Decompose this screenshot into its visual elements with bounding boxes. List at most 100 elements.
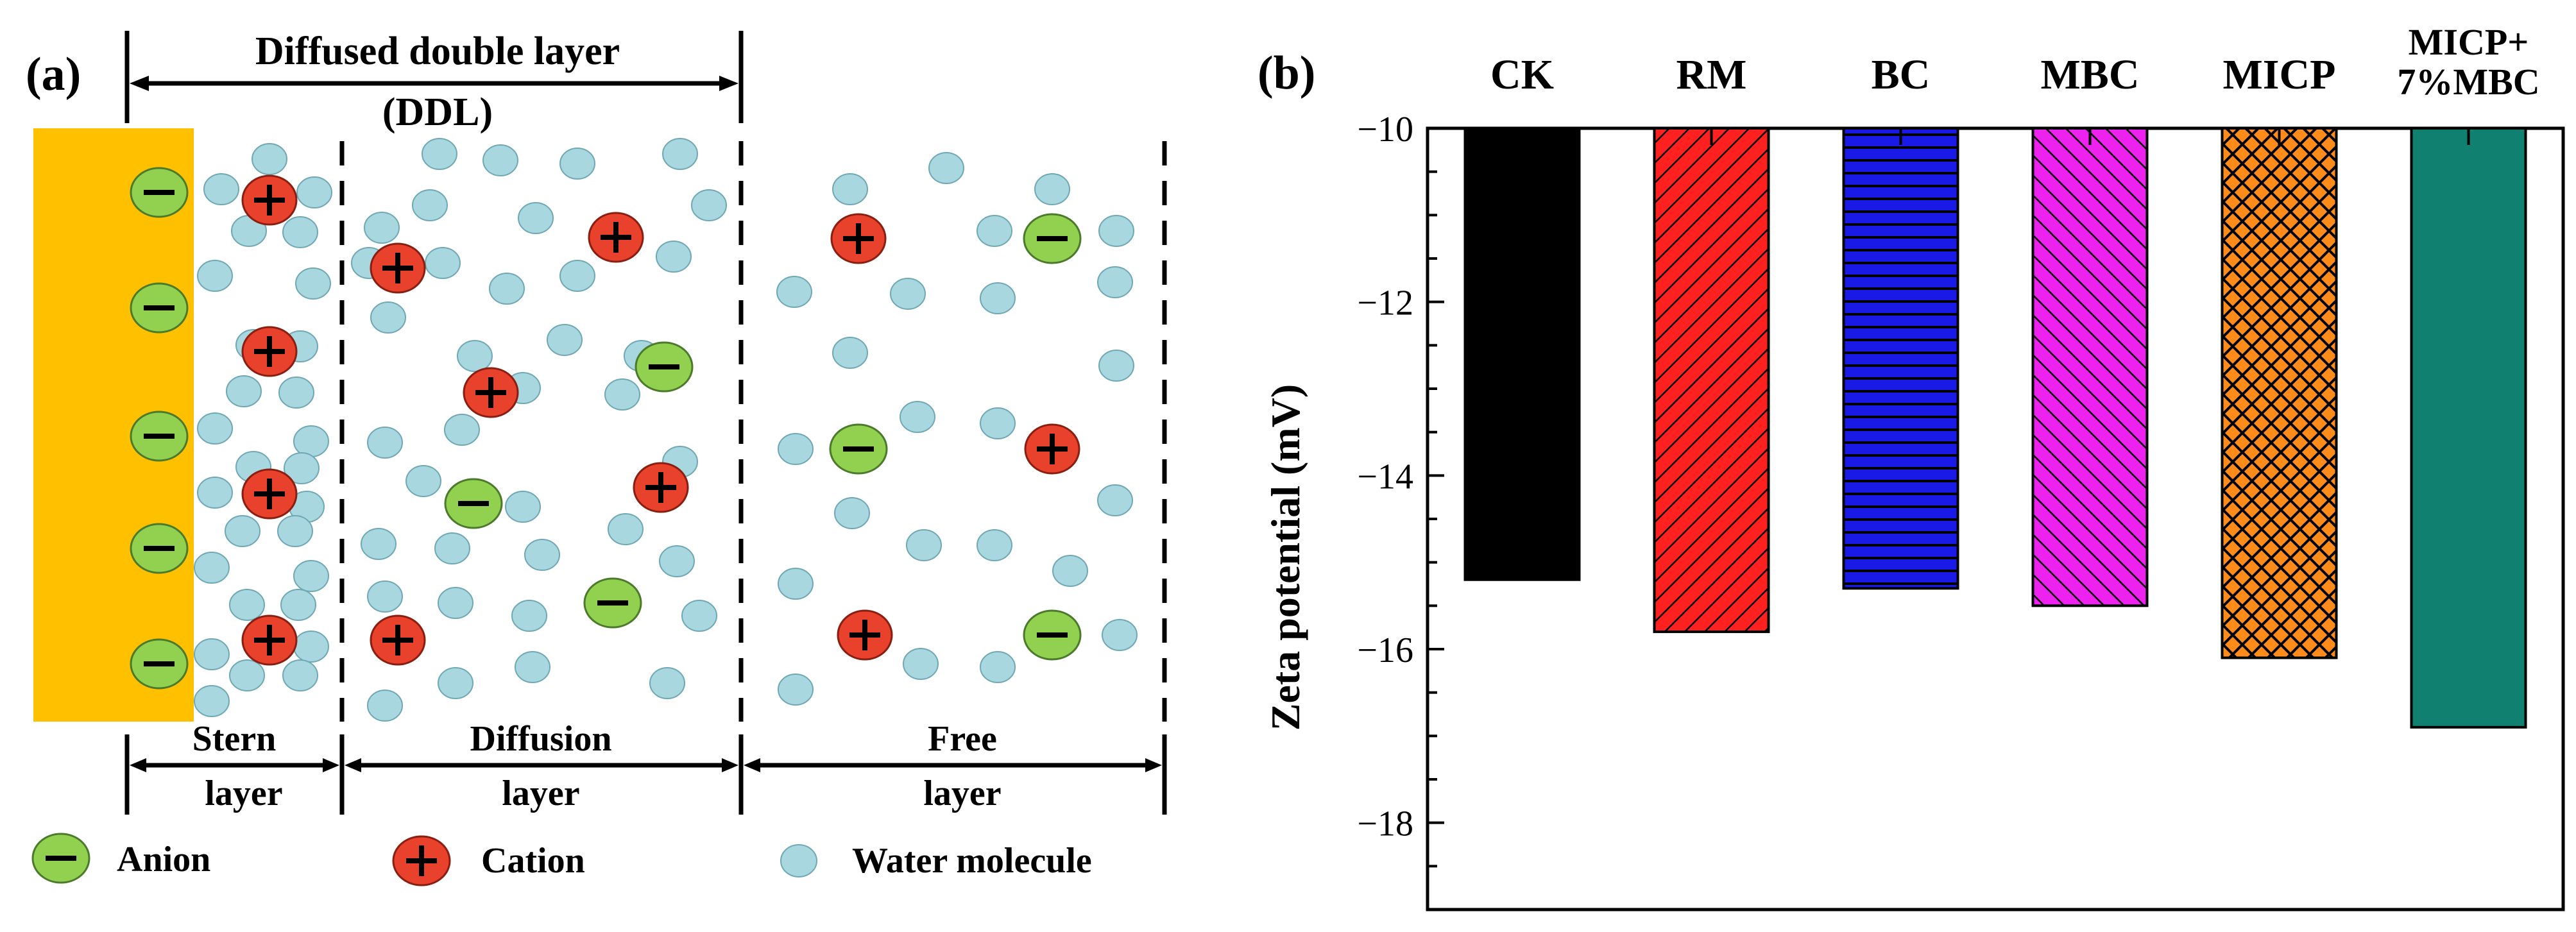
water-molecule [1102,619,1138,651]
diffusion-layer-label-line2: layer [502,774,579,813]
panel-b: (b) −10 −12 −14 −16 −18 Zeta potential (mV) CK… [1258,21,2565,911]
stern-layer-label-line1: Stern [192,719,277,759]
water-molecule [906,529,942,561]
water-molecule [980,282,1016,314]
water-molecule [412,189,448,221]
y-tick-label: −10 [1357,110,1413,149]
water-molecule [776,276,812,308]
water-molecule [681,600,717,632]
zeta-potential-chart: −10 −12 −14 −16 −18 Zeta potential (mV) CK RM BC… [1263,21,2565,911]
water-molecule [662,138,698,170]
water-molecule [489,273,525,305]
water-molecule [194,552,230,584]
water-molecule [604,378,640,411]
anion-icon [130,638,189,690]
anion-icon [130,411,189,462]
water-molecule [1034,173,1070,205]
water-molecule [649,667,685,699]
water-molecule [518,202,554,234]
panel-a-label: (a) [26,48,81,101]
category-label: MBC [2041,51,2140,98]
water-molecule [197,260,233,292]
water-molecule [203,173,239,205]
water-molecule [293,560,329,592]
water-molecule [194,638,230,670]
y-axis-label: Zeta potential (mV) [1263,384,1308,731]
water-molecule [197,477,233,509]
cation-icon [633,462,689,513]
water-molecule [656,241,692,273]
water-molecule [422,138,457,170]
anion-icon [635,341,694,393]
water-molecule [691,189,727,221]
water-molecule [559,260,595,292]
water-molecule [282,216,318,248]
bar-mbc [2031,127,2149,607]
panel-a: (a) Diffused double layer (DDL) [26,30,1167,886]
ions [130,167,1082,690]
category-label: RM [1676,51,1747,98]
category-label: MICP [2223,51,2336,98]
water-molecule [438,587,473,619]
legend-water-label: Water molecule [852,841,1092,881]
legend-cation-icon [392,835,451,886]
bar-bc [1842,127,1959,590]
water-molecule [559,148,595,180]
water-molecule [282,659,318,691]
water-molecule [980,651,1016,683]
water-molecule [284,452,320,484]
water-molecule [1098,215,1134,247]
cation-icon [1024,423,1080,475]
water-molecule [659,545,695,577]
water-molecule [980,407,1016,439]
water-molecule [225,515,260,547]
cation-icon [588,212,644,263]
water-molecule [928,152,964,184]
anion-icon [130,523,189,574]
anion-icon [130,282,189,334]
category-label: BC [1872,51,1931,98]
layer-boundaries [339,141,1167,722]
water-molecule [515,651,550,683]
water-molecule [505,491,541,523]
anion-icon [829,423,888,475]
water-molecule [277,515,313,547]
water-molecule [425,247,461,279]
water-molecule [977,529,1012,561]
water-molecule [457,340,493,372]
anion-icon [444,478,503,529]
water-molecule [511,600,547,632]
water-molecule [778,568,814,600]
y-tick-label: −16 [1357,631,1413,670]
legend-anion-label: Anion [117,840,210,879]
water-molecule [370,301,406,334]
water-molecule [1052,555,1088,587]
anion-icon [1023,213,1082,264]
free-layer-label-line1: Free [928,719,997,759]
water-molecule [405,465,441,497]
cation-icon [830,213,887,264]
water-molecule [608,513,644,545]
free-layer-label-line2: layer [923,774,1001,813]
water-molecule [194,685,230,717]
cation-icon [370,614,426,666]
water-molecule [900,401,935,433]
water-molecule [890,278,926,310]
water-molecule [280,589,316,621]
water-molecule [367,580,403,613]
water-molecule [226,375,262,407]
water-molecule [295,267,331,300]
stern-layer-label-line2: layer [205,774,282,813]
anion-icon [130,167,189,218]
ddl-title: Diffused double layer [255,30,620,73]
legend: Anion Cation Water molecule [31,833,1092,886]
water-molecule [438,667,473,699]
water-molecule [229,659,265,691]
water-molecule [903,648,939,680]
bar-ck [1463,127,1581,581]
bar-micp [2221,127,2338,659]
water-molecule [832,337,868,369]
panel-b-label: (b) [1258,47,1315,99]
water-molecule [832,173,868,205]
water-molecules [194,138,1138,722]
